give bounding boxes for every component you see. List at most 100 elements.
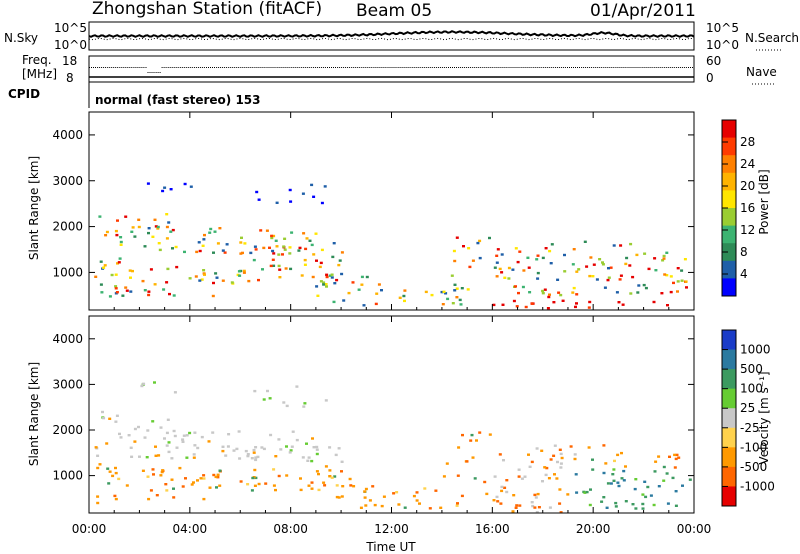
heatmap-cell (242, 271, 246, 274)
heatmap-cell (240, 236, 243, 239)
nave-point (569, 67, 570, 68)
heatmap-cell (595, 278, 599, 281)
nave-point (280, 67, 282, 68)
nave-point (500, 67, 502, 68)
nave-point (552, 67, 554, 68)
nave-point (359, 67, 361, 68)
heatmap-cell (310, 243, 314, 247)
heatmap-cell (334, 453, 338, 457)
nave-point (633, 67, 635, 68)
heatmap-cell (165, 213, 169, 216)
heatmap-cell (347, 291, 351, 295)
heatmap-cell (496, 500, 500, 503)
heatmap-cell (227, 433, 231, 436)
nave-point (599, 67, 601, 68)
nave-point (133, 67, 135, 68)
heatmap-cell (520, 477, 524, 480)
heatmap-cell (500, 485, 504, 489)
nave-point (329, 67, 330, 68)
nave-point (510, 67, 512, 68)
nave-point (89, 67, 90, 68)
heatmap-cell (571, 263, 575, 266)
heatmap-cell (380, 504, 384, 508)
nave-point (671, 67, 673, 68)
nave-point (409, 67, 411, 68)
cpid-label: CPID (8, 87, 40, 101)
heatmap-cell (295, 438, 299, 442)
heatmap-cell (470, 433, 474, 437)
nave-point (195, 67, 197, 68)
heatmap-cell (151, 468, 155, 471)
heatmap-cell (662, 465, 666, 469)
heatmap-cell (145, 456, 149, 459)
nave-point (609, 67, 611, 68)
heatmap-cell (118, 257, 122, 260)
nave-point (161, 67, 163, 68)
nave-point (234, 67, 236, 68)
heatmap-cell (262, 398, 266, 401)
heatmap-cell (221, 279, 225, 282)
nave-point (93, 67, 94, 68)
heatmap-cell (172, 487, 175, 490)
nave-point (508, 67, 510, 68)
heatmap-cell (360, 275, 364, 279)
heatmap-cell (274, 239, 278, 242)
heatmap-cell (528, 291, 532, 294)
nave-point (516, 67, 518, 68)
heatmap-cell (203, 233, 206, 237)
colorbar-tick-label: 100 (740, 382, 763, 396)
nave-point (651, 67, 653, 68)
nave-point (575, 67, 576, 68)
colorbar-swatch (722, 190, 736, 209)
heatmap-cell (403, 299, 406, 303)
heatmap-cell (212, 251, 215, 254)
nave-point (421, 67, 423, 68)
nave-point (478, 67, 480, 68)
freq-panel: Freq. [MHz] 18 8 60 0 Nave (22, 53, 777, 85)
colorbar-swatch (722, 369, 736, 390)
heatmap-cell (641, 493, 645, 496)
heatmap-cell (668, 455, 671, 458)
velocity-x-ticks: 00:00 04:00 08:00 12:00 16:00 20:00 00:00 (72, 316, 711, 536)
heatmap-cell (238, 274, 242, 277)
nave-point (111, 67, 113, 68)
heatmap-cell (363, 490, 367, 493)
colorbar-swatch (722, 137, 736, 156)
heatmap-cell (138, 455, 141, 458)
nave-point (567, 67, 568, 68)
heatmap-cell (202, 497, 206, 501)
nave-point (244, 67, 246, 68)
heatmap-cell (277, 253, 281, 256)
nave-point (613, 67, 615, 68)
heatmap-cell (548, 293, 551, 296)
heatmap-cell (457, 446, 461, 449)
heatmap-cell (352, 485, 356, 488)
heatmap-cell (133, 235, 137, 238)
nave-point (327, 67, 328, 68)
heatmap-cell (298, 246, 302, 250)
nave-point (685, 67, 687, 68)
heatmap-cell (547, 295, 551, 299)
heatmap-cell (547, 477, 551, 480)
heatmap-cell (246, 483, 250, 486)
nave-point (290, 67, 292, 68)
heatmap-cell (442, 290, 446, 293)
heatmap-cell (303, 402, 307, 405)
nave-point (488, 67, 490, 68)
heatmap-cell (676, 267, 680, 270)
heatmap-cell (147, 231, 150, 235)
nave-point (615, 67, 617, 68)
heatmap-cell (149, 268, 153, 271)
heatmap-cell (232, 449, 236, 452)
heatmap-cell (216, 476, 220, 479)
heatmap-cell (455, 296, 459, 299)
heatmap-cell (189, 185, 193, 188)
nave-point (139, 67, 141, 68)
heatmap-cell (441, 303, 445, 306)
nave-point (302, 67, 304, 68)
heatmap-cell (175, 265, 179, 269)
colorbar-tick-label: -100 (740, 440, 767, 454)
heatmap-cell (115, 233, 119, 237)
y-tick-label: 3000 (52, 377, 83, 391)
colorbar-frame (721, 329, 737, 507)
